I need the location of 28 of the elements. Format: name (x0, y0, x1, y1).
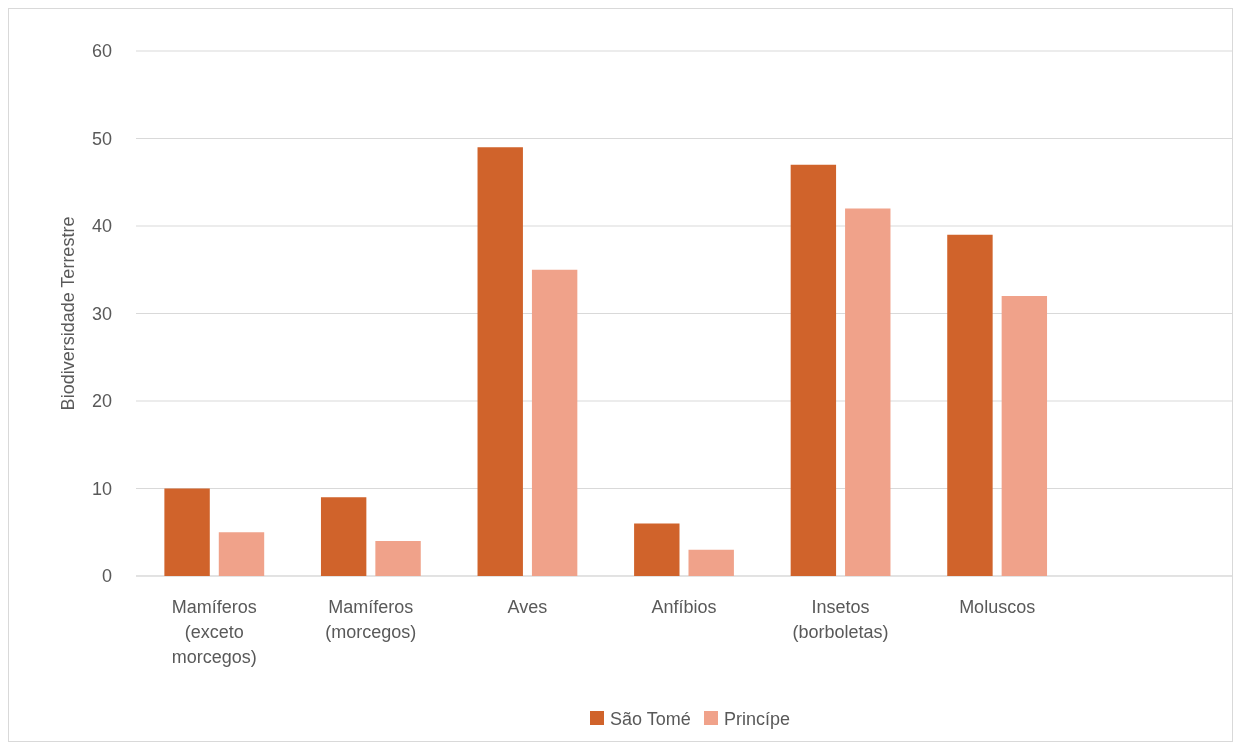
x-tick-label: Moluscos (959, 597, 1036, 617)
y-axis-title: Biodiversidade Terrestre (58, 216, 78, 411)
bar (845, 208, 891, 576)
legend-label: Princípe (724, 709, 791, 730)
bar (477, 147, 523, 576)
x-tick-label: Mamíferos (exceto morcegos) (171, 597, 257, 667)
bar (531, 269, 578, 576)
y-tick-label: 0 (101, 566, 112, 587)
y-tick-label: 30 (91, 303, 112, 324)
x-tick-label: Insetos (borboletas) (792, 597, 889, 642)
y-tick-label: 60 (91, 41, 112, 62)
y-tick-label: 50 (91, 128, 112, 149)
bar (375, 541, 421, 576)
bar (634, 523, 680, 576)
y-tick-label: 20 (91, 391, 112, 412)
y-tick-label: 10 (91, 478, 112, 499)
bar (947, 234, 993, 576)
x-tick-label: Mamíferos (morcegos) (325, 597, 417, 642)
y-tick-label: 40 (91, 216, 112, 237)
bar (790, 164, 837, 576)
bar (164, 488, 210, 576)
bar (320, 497, 367, 576)
legend-label: São Tomé (610, 709, 691, 730)
x-tick-label: Aves (507, 597, 548, 617)
bar (218, 532, 265, 576)
bar (1001, 296, 1048, 576)
bar (688, 549, 734, 576)
x-tick-label: Anfíbios (651, 597, 717, 617)
